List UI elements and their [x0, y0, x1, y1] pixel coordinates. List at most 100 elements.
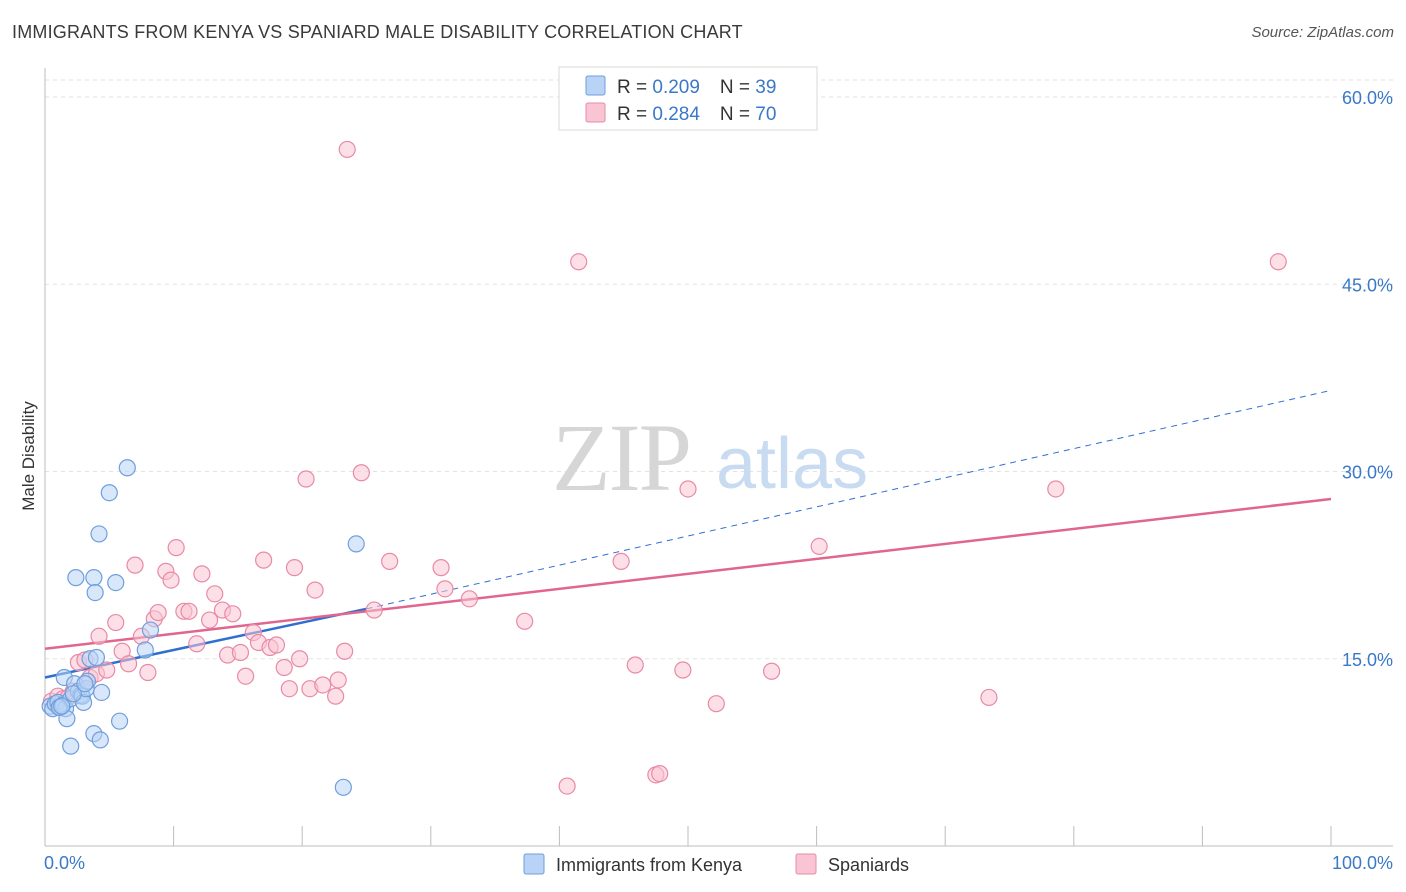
kenya-point: [347, 535, 365, 553]
kenya-point: [92, 683, 111, 702]
spaniard-point: [167, 539, 185, 557]
spaniard-point: [570, 253, 588, 271]
spaniard-point: [297, 470, 315, 488]
spaniard-point: [436, 580, 454, 598]
spaniard-point: [626, 656, 644, 674]
kenya-point: [110, 712, 129, 730]
legend-n-label-spaniards: N =: [720, 104, 755, 125]
watermark-zip: ZIP: [552, 404, 690, 511]
legend-n-value-kenya: 39: [755, 77, 776, 98]
spaniard-point: [149, 603, 167, 622]
spaniard-point: [679, 480, 697, 498]
kenya-point: [64, 685, 82, 703]
spaniard-point: [352, 464, 370, 482]
spaniard-point: [90, 627, 108, 645]
kenya-point: [118, 459, 136, 477]
spaniard-point: [139, 663, 157, 682]
kenya-point: [76, 675, 94, 693]
spaniard-point: [201, 611, 219, 629]
kenya-point: [62, 737, 80, 755]
spaniard-point: [327, 687, 345, 705]
spaniard-point: [98, 661, 116, 679]
spaniard-point: [612, 552, 630, 570]
bottom-legend-label-kenya: Immigrants from Kenya: [556, 855, 743, 875]
kenya-point: [90, 525, 108, 543]
bottom-legend-swatch-kenya: [523, 853, 545, 875]
watermark: ZIP atlas: [552, 404, 868, 511]
spaniard-point: [306, 581, 324, 599]
kenya-point: [86, 583, 104, 602]
series-legend: Immigrants from Kenya Spaniards: [523, 853, 909, 875]
spaniard-point: [180, 602, 198, 620]
kenya-point: [141, 621, 160, 639]
x-tick-label-max: 100.0%: [1332, 853, 1393, 873]
kenya-point: [334, 778, 352, 796]
kenya-point: [100, 484, 118, 502]
legend-r-value-spaniards: 0.284: [652, 104, 700, 125]
spaniard-point: [237, 667, 255, 685]
spaniard-point: [224, 605, 242, 623]
spaniard-point: [336, 642, 354, 660]
spaniard-point: [558, 777, 576, 795]
source-label: Source: ZipAtlas.com: [1251, 24, 1394, 41]
legend-row-kenya: R = 0.209 N = 39: [617, 77, 776, 98]
legend-r-value-kenya: 0.209: [652, 77, 700, 98]
spaniard-trend-line: [44, 497, 1332, 651]
spaniard-point: [267, 636, 286, 654]
spaniard-point: [314, 676, 332, 694]
spaniard-point: [119, 655, 138, 673]
legend-n-value-spaniards: 70: [755, 104, 776, 125]
spaniard-point: [162, 571, 180, 589]
spaniard-point: [280, 680, 298, 698]
spaniard-point: [329, 671, 347, 689]
spaniard-point: [338, 140, 356, 159]
spaniard-point: [255, 551, 273, 569]
spaniard-point: [651, 764, 669, 783]
spaniard-point: [707, 695, 725, 713]
spaniard-point: [980, 688, 998, 707]
spaniard-point: [231, 643, 250, 662]
bottom-legend-swatch-spaniards: [795, 853, 817, 875]
spaniard-point: [107, 613, 125, 632]
y-tick-label: 45.0%: [1342, 275, 1393, 295]
grid: [45, 79, 1393, 660]
legend-n-label-kenya: N =: [720, 77, 755, 98]
kenya-point: [85, 569, 103, 587]
legend-swatch-kenya: [585, 75, 606, 96]
legend-r-label-spaniards: R =: [617, 104, 652, 125]
data-points: [41, 140, 1287, 796]
y-axis-title: Male Disability: [19, 401, 38, 511]
spaniard-point: [516, 612, 534, 630]
kenya-point: [91, 731, 109, 749]
spaniard-point: [381, 552, 399, 570]
spaniard-point: [762, 662, 781, 680]
y-tick-label: 30.0%: [1342, 463, 1393, 483]
spaniard-point: [432, 559, 450, 577]
legend-r-label-kenya: R =: [617, 77, 652, 98]
spaniard-point: [206, 585, 224, 603]
bottom-legend-label-spaniards: Spaniards: [828, 855, 909, 875]
kenya-point: [107, 574, 125, 592]
spaniard-point: [365, 601, 383, 619]
stats-legend: R = 0.209 N = 39 R = 0.284 N = 70: [558, 66, 818, 131]
spaniard-point: [188, 635, 206, 653]
spaniard-point: [285, 559, 304, 577]
spaniard-point: [1047, 480, 1065, 498]
chart-title: IMMIGRANTS FROM KENYA VS SPANIARD MALE D…: [12, 22, 743, 42]
kenya-point: [136, 641, 154, 659]
watermark-atlas: atlas: [716, 424, 868, 504]
kenya-point: [87, 648, 106, 667]
y-tick-label: 60.0%: [1342, 88, 1393, 108]
kenya-point: [67, 569, 85, 587]
legend-row-spaniards: R = 0.284 N = 70: [617, 104, 776, 125]
spaniard-point: [291, 650, 309, 668]
axes: 15.0% 30.0% 45.0% 60.0% 0.0% 100.0%: [44, 68, 1393, 873]
kenya-point: [53, 697, 71, 715]
x-tick-label-min: 0.0%: [44, 853, 85, 873]
spaniard-point: [810, 537, 828, 556]
spaniard-point: [275, 658, 293, 677]
spaniard-point: [674, 661, 692, 679]
spaniard-point: [193, 565, 211, 583]
spaniard-point: [460, 590, 478, 608]
